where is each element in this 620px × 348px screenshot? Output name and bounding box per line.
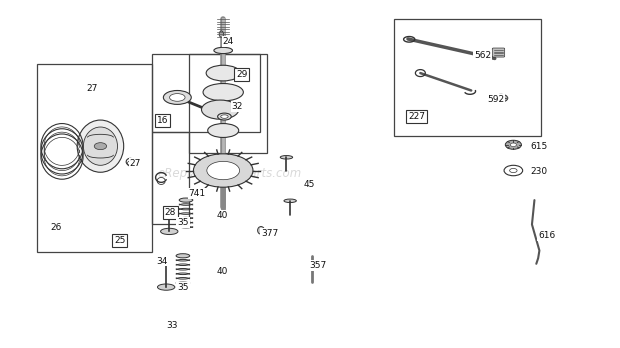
Ellipse shape — [161, 228, 178, 235]
Text: 40: 40 — [216, 211, 228, 220]
Ellipse shape — [203, 84, 243, 101]
Circle shape — [510, 143, 516, 147]
Ellipse shape — [208, 124, 239, 137]
Bar — [37, 64, 152, 252]
Text: 35: 35 — [177, 283, 188, 292]
Text: 616: 616 — [538, 231, 556, 240]
Ellipse shape — [83, 127, 118, 165]
Ellipse shape — [257, 227, 265, 234]
Text: 33: 33 — [167, 321, 178, 330]
Circle shape — [207, 161, 239, 180]
Bar — [394, 19, 541, 136]
Text: eReplacementParts.com: eReplacementParts.com — [157, 167, 301, 181]
Text: 40: 40 — [216, 267, 228, 276]
FancyBboxPatch shape — [232, 108, 241, 111]
Text: 45: 45 — [303, 180, 314, 189]
Ellipse shape — [157, 284, 175, 290]
Text: 35: 35 — [177, 218, 188, 227]
Text: 16: 16 — [157, 116, 168, 125]
Text: 230: 230 — [531, 167, 548, 176]
Text: 34: 34 — [157, 256, 168, 266]
Ellipse shape — [221, 115, 228, 118]
Circle shape — [193, 154, 253, 187]
Bar — [189, 54, 267, 153]
Ellipse shape — [219, 31, 223, 37]
Circle shape — [504, 165, 523, 176]
Ellipse shape — [77, 120, 123, 172]
Text: 592: 592 — [487, 95, 505, 104]
Text: 377: 377 — [261, 229, 278, 238]
Ellipse shape — [202, 100, 239, 119]
Ellipse shape — [280, 156, 293, 159]
Ellipse shape — [218, 113, 231, 120]
Circle shape — [94, 143, 107, 150]
Text: 25: 25 — [114, 236, 125, 245]
Text: 26: 26 — [50, 223, 61, 232]
Ellipse shape — [206, 65, 241, 81]
Bar — [152, 54, 260, 132]
Circle shape — [505, 140, 521, 149]
Circle shape — [494, 94, 508, 102]
Circle shape — [510, 168, 517, 173]
Text: 28: 28 — [165, 208, 176, 217]
Ellipse shape — [214, 47, 232, 54]
Text: 32: 32 — [232, 102, 243, 111]
Ellipse shape — [164, 90, 191, 104]
Text: 27: 27 — [86, 84, 97, 93]
Ellipse shape — [284, 199, 296, 203]
Text: 562: 562 — [474, 51, 491, 60]
Text: 227: 227 — [408, 112, 425, 121]
Bar — [152, 132, 189, 224]
Ellipse shape — [169, 94, 185, 101]
Text: 29: 29 — [236, 70, 247, 79]
Ellipse shape — [176, 254, 190, 258]
Text: 27: 27 — [130, 159, 141, 168]
FancyBboxPatch shape — [492, 48, 505, 57]
Text: 741: 741 — [188, 189, 206, 198]
Text: 615: 615 — [531, 142, 548, 151]
Text: 357: 357 — [309, 261, 326, 270]
Text: 24: 24 — [223, 37, 234, 46]
Ellipse shape — [179, 198, 193, 202]
